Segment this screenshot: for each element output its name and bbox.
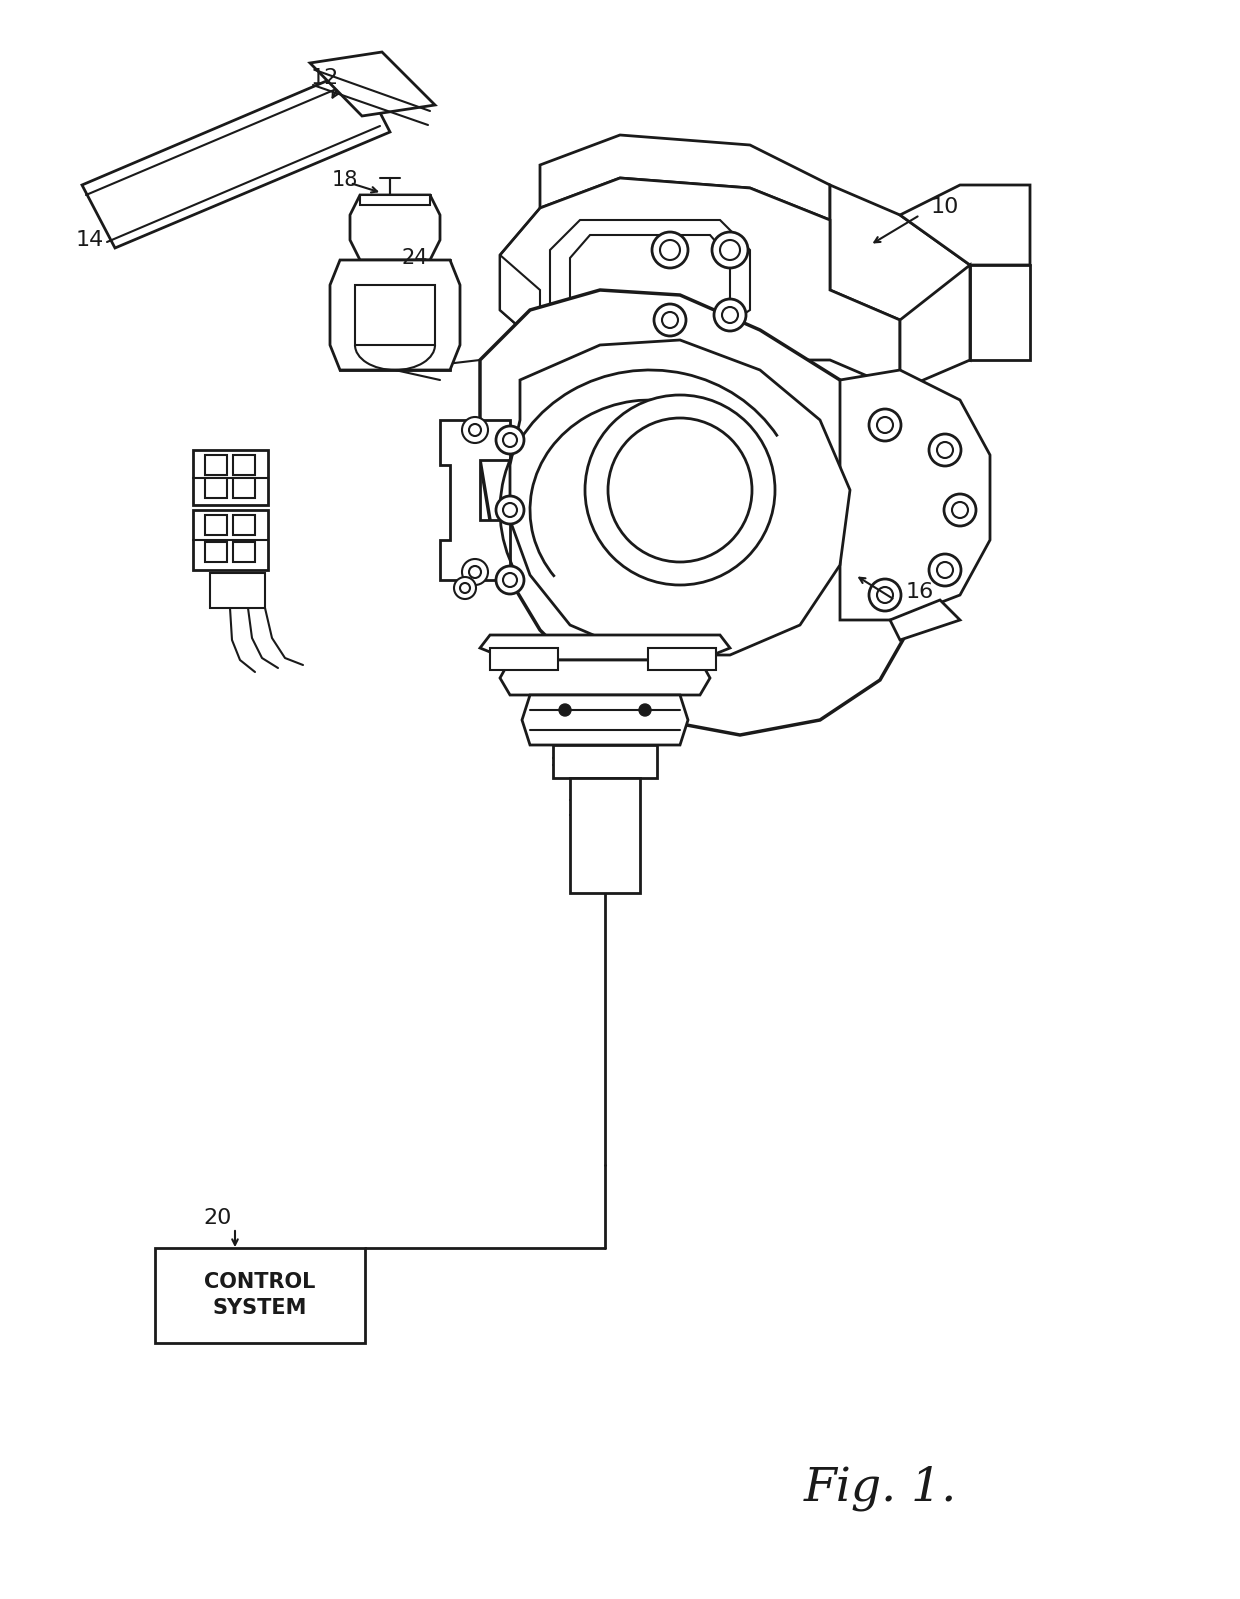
Circle shape xyxy=(662,312,678,328)
Polygon shape xyxy=(900,265,970,390)
Bar xyxy=(205,515,227,536)
Text: 24: 24 xyxy=(402,248,428,269)
Bar xyxy=(205,456,227,475)
Text: 18: 18 xyxy=(332,169,358,190)
Polygon shape xyxy=(440,421,510,580)
Bar xyxy=(205,478,227,497)
Bar xyxy=(210,572,265,608)
Polygon shape xyxy=(970,265,1030,360)
Bar xyxy=(233,478,255,497)
Polygon shape xyxy=(830,185,970,360)
Circle shape xyxy=(454,577,476,600)
Polygon shape xyxy=(570,235,730,318)
Circle shape xyxy=(496,425,525,454)
Circle shape xyxy=(869,409,901,441)
Circle shape xyxy=(463,417,489,443)
Text: SYSTEM: SYSTEM xyxy=(213,1298,308,1318)
Polygon shape xyxy=(330,261,460,369)
Polygon shape xyxy=(551,221,750,329)
Polygon shape xyxy=(500,660,711,696)
Circle shape xyxy=(877,417,893,433)
Bar xyxy=(649,648,715,670)
Polygon shape xyxy=(500,177,900,390)
Bar xyxy=(233,542,255,561)
Circle shape xyxy=(720,240,740,261)
Circle shape xyxy=(460,584,470,593)
Text: Fig. 1.: Fig. 1. xyxy=(804,1465,956,1511)
Circle shape xyxy=(722,307,738,323)
Text: 16: 16 xyxy=(906,582,934,601)
Bar xyxy=(193,510,268,569)
Bar xyxy=(570,779,640,892)
Bar xyxy=(193,449,268,505)
Circle shape xyxy=(496,566,525,593)
Circle shape xyxy=(929,433,961,465)
Circle shape xyxy=(585,395,775,585)
Circle shape xyxy=(869,579,901,611)
Polygon shape xyxy=(500,254,539,345)
Polygon shape xyxy=(82,69,391,248)
Text: 12: 12 xyxy=(311,69,339,88)
Bar xyxy=(490,648,558,670)
Polygon shape xyxy=(340,261,450,369)
Polygon shape xyxy=(360,195,430,261)
Bar xyxy=(233,456,255,475)
Circle shape xyxy=(712,232,748,269)
Polygon shape xyxy=(350,195,440,261)
Polygon shape xyxy=(480,635,730,660)
Text: 14: 14 xyxy=(76,230,104,249)
Circle shape xyxy=(503,433,517,448)
Circle shape xyxy=(652,232,688,269)
Circle shape xyxy=(937,441,954,457)
Circle shape xyxy=(877,587,893,603)
Text: CONTROL: CONTROL xyxy=(205,1271,316,1292)
Polygon shape xyxy=(522,696,688,745)
Circle shape xyxy=(660,240,680,261)
Polygon shape xyxy=(310,53,435,117)
Circle shape xyxy=(639,704,651,716)
Polygon shape xyxy=(900,185,1030,265)
Polygon shape xyxy=(890,600,960,640)
Polygon shape xyxy=(510,341,849,656)
Circle shape xyxy=(952,502,968,518)
Circle shape xyxy=(469,424,481,437)
Polygon shape xyxy=(553,745,657,779)
Polygon shape xyxy=(839,369,990,620)
Circle shape xyxy=(559,704,570,716)
Circle shape xyxy=(496,496,525,524)
Circle shape xyxy=(929,553,961,585)
Circle shape xyxy=(608,417,751,561)
Polygon shape xyxy=(539,134,830,221)
Polygon shape xyxy=(355,285,435,345)
Text: 10: 10 xyxy=(931,197,960,217)
Circle shape xyxy=(469,566,481,577)
Bar xyxy=(233,515,255,536)
Circle shape xyxy=(503,504,517,516)
Circle shape xyxy=(463,560,489,585)
Bar xyxy=(205,542,227,561)
Circle shape xyxy=(937,561,954,577)
Polygon shape xyxy=(360,195,430,205)
Text: 20: 20 xyxy=(203,1207,232,1228)
Bar xyxy=(155,1247,365,1343)
Circle shape xyxy=(653,304,686,336)
Circle shape xyxy=(503,572,517,587)
Circle shape xyxy=(714,299,746,331)
Circle shape xyxy=(944,494,976,526)
Polygon shape xyxy=(480,289,930,736)
